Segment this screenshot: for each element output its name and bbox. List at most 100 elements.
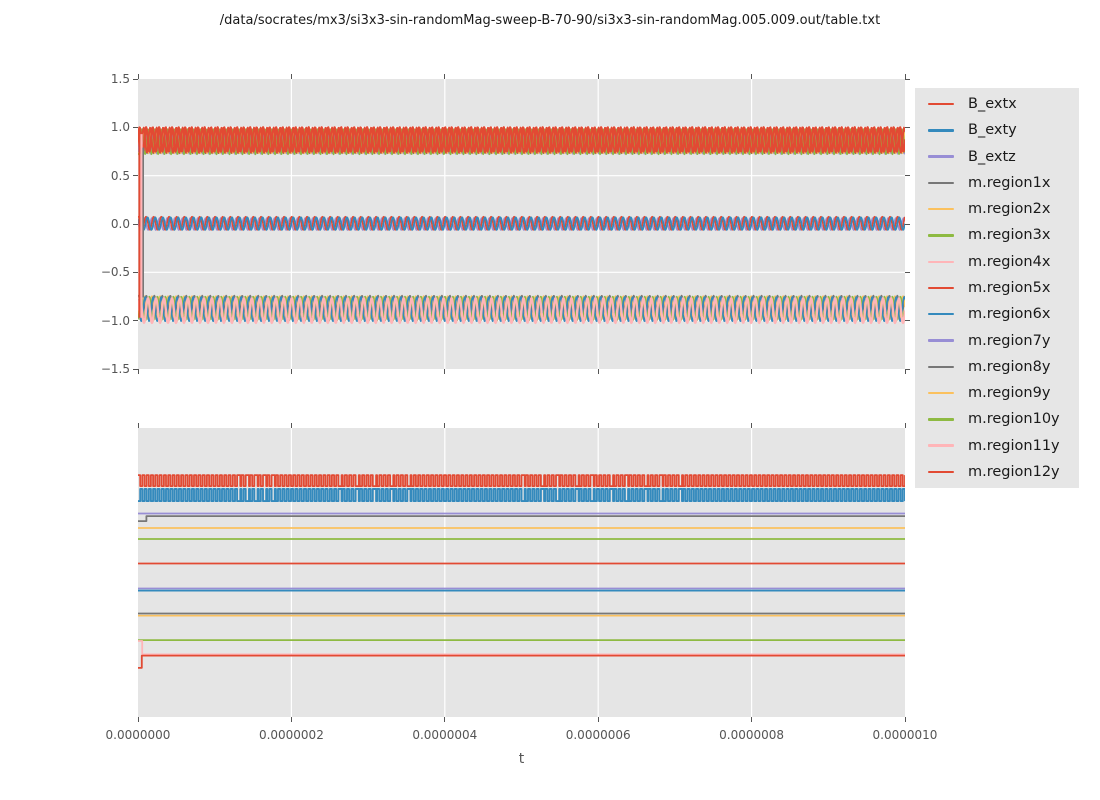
- x-tick-label: 0.0000008: [719, 728, 785, 742]
- legend-line-sample: [928, 260, 954, 263]
- legend-line-sample: [928, 234, 954, 237]
- legend-entry: m.region1x: [915, 170, 1079, 195]
- legend-entry-label: m.region3x: [968, 227, 1051, 244]
- legend-entry-label: m.region6x: [968, 306, 1051, 323]
- y-tick-label: 0.0: [110, 217, 130, 231]
- legend-line-sample: [928, 129, 954, 132]
- legend-line-sample: [928, 313, 954, 316]
- legend-entry-label: m.region4x: [968, 253, 1051, 270]
- tick-mark: [444, 423, 446, 428]
- x-axis-label: t: [518, 751, 525, 767]
- y-tick-label: −0.5: [100, 265, 130, 280]
- y-tick-label: −1.5: [100, 362, 130, 376]
- legend-line-sample: [928, 444, 954, 447]
- legend-entry: m.region8y: [915, 354, 1079, 379]
- figure-title: /data/socrates/mx3/si3x3-sin-randomMag-s…: [219, 13, 881, 28]
- legend-entry: m.region12y: [915, 459, 1079, 484]
- bottom-plot-canvas: [138, 428, 905, 717]
- legend-entry: m.region10y: [915, 407, 1079, 432]
- tick-mark: [444, 717, 446, 722]
- tick-mark: [290, 369, 292, 374]
- legend-entry: m.region11y: [915, 433, 1079, 458]
- legend-entry: B_exty: [915, 118, 1079, 143]
- tick-mark: [905, 78, 910, 80]
- tick-mark: [133, 175, 138, 177]
- tick-mark: [904, 423, 906, 428]
- legend-entry-label: m.region2x: [968, 201, 1051, 218]
- legend-entry: m.region9y: [915, 381, 1079, 406]
- tick-mark: [904, 717, 906, 722]
- legend-entry: B_extz: [915, 144, 1079, 169]
- tick-mark: [597, 717, 599, 722]
- tick-mark: [597, 369, 599, 374]
- y-tick-label: 0.5: [110, 168, 130, 183]
- tick-mark: [597, 74, 599, 79]
- top-plot-canvas: [138, 79, 905, 369]
- tick-mark: [751, 369, 753, 374]
- legend-entry-label: B_exty: [968, 122, 1017, 139]
- tick-mark: [751, 717, 753, 722]
- legend-line-sample: [928, 286, 954, 290]
- legend-entry: m.region7y: [915, 328, 1079, 353]
- tick-mark: [137, 74, 139, 79]
- tick-mark: [905, 223, 910, 225]
- legend-line-sample: [928, 470, 954, 474]
- tick-mark: [444, 74, 446, 79]
- legend-entry: m.region5x: [915, 275, 1079, 300]
- legend: B_extx B_exty B_extz m.region1x m.region2x m.…: [915, 88, 1079, 488]
- x-tick-label: 0.0000006: [565, 728, 631, 742]
- y-tick-label: 1.0: [110, 120, 130, 135]
- legend-entry-label: m.region11y: [968, 437, 1060, 454]
- tick-mark: [905, 271, 910, 273]
- legend-entry-label: m.region7y: [968, 332, 1051, 349]
- legend-entry: m.region2x: [915, 197, 1079, 222]
- x-tick-label: 0.0000000: [105, 728, 171, 742]
- x-tick-label: 0.0000002: [258, 728, 324, 742]
- legend-line-sample: [928, 207, 954, 211]
- tick-mark: [905, 126, 910, 128]
- legend-entry: m.region4x: [915, 249, 1079, 274]
- legend-entry: B_extx: [915, 92, 1079, 117]
- tick-mark: [290, 717, 292, 722]
- legend-entry-label: m.region12y: [968, 463, 1060, 480]
- tick-mark: [290, 74, 292, 79]
- x-tick-label: 0.0000004: [412, 728, 478, 742]
- legend-entry-label: m.region10y: [968, 411, 1060, 428]
- tick-mark: [444, 369, 446, 374]
- legend-line-sample: [928, 181, 954, 185]
- tick-mark: [133, 223, 138, 225]
- legend-entry-label: m.region5x: [968, 279, 1051, 296]
- legend-line-sample: [928, 418, 954, 421]
- tick-mark: [905, 320, 910, 322]
- legend-line-sample: [928, 155, 954, 158]
- legend-line-sample: [928, 391, 954, 395]
- tick-mark: [133, 368, 138, 370]
- tick-mark: [137, 717, 139, 722]
- tick-mark: [290, 423, 292, 428]
- tick-mark: [904, 369, 906, 374]
- legend-entry: m.region3x: [915, 223, 1079, 248]
- tick-mark: [751, 423, 753, 428]
- tick-mark: [905, 175, 910, 177]
- legend-entry-label: m.region9y: [968, 385, 1051, 402]
- y-tick-label: 1.5: [110, 72, 130, 86]
- tick-mark: [133, 78, 138, 80]
- tick-mark: [904, 74, 906, 79]
- legend-entry-label: m.region1x: [968, 174, 1051, 191]
- top-axes: [138, 79, 905, 369]
- tick-mark: [751, 74, 753, 79]
- tick-mark: [137, 369, 139, 374]
- legend-line-sample: [928, 365, 954, 368]
- tick-mark: [133, 126, 138, 128]
- tick-mark: [133, 271, 138, 273]
- legend-line-sample: [928, 102, 954, 106]
- bottom-axes: [138, 428, 905, 717]
- legend-entry-label: B_extz: [968, 148, 1016, 165]
- tick-mark: [905, 368, 910, 370]
- tick-mark: [133, 320, 138, 322]
- legend-entry-label: m.region8y: [968, 358, 1051, 375]
- legend-line-sample: [928, 339, 954, 342]
- x-tick-label: 0.0000010: [872, 728, 938, 742]
- y-tick-label: −1.0: [100, 313, 130, 328]
